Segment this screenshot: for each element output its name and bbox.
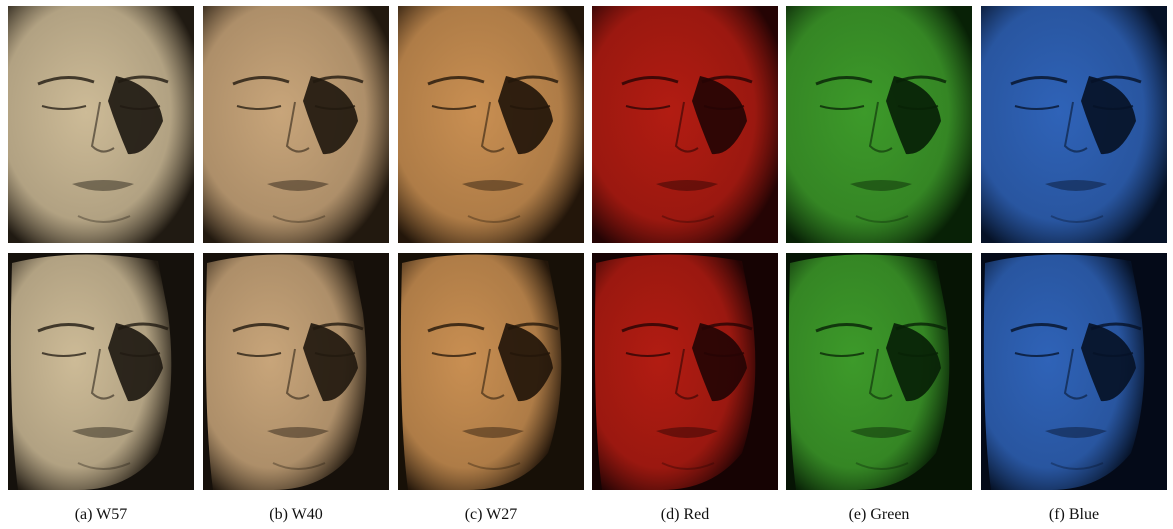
face-photo-a-top bbox=[8, 6, 194, 243]
caption-a: (a) W57 bbox=[74, 506, 128, 523]
face-photo-c-bottom bbox=[398, 253, 584, 490]
face-photo-a-bottom bbox=[8, 253, 194, 490]
caption-c: (c) W27 bbox=[464, 506, 518, 523]
face-photo-d-bottom bbox=[592, 253, 778, 490]
face-image-grid bbox=[8, 6, 1167, 490]
caption-f: (f) Blue bbox=[1048, 506, 1100, 523]
face-photo-d-top bbox=[592, 6, 778, 243]
face-photo-b-top bbox=[203, 6, 389, 243]
caption-d: (d) Red bbox=[660, 506, 710, 523]
face-photo-e-bottom bbox=[786, 253, 972, 490]
top-row bbox=[8, 6, 1167, 243]
face-photo-f-bottom bbox=[981, 253, 1167, 490]
face-photo-f-top bbox=[981, 6, 1167, 243]
bottom-row bbox=[8, 253, 1167, 490]
captions-row: (a) W57 (b) W40 (c) W27 (d) Red (e) Gree… bbox=[8, 505, 1167, 527]
face-photo-e-top bbox=[786, 6, 972, 243]
caption-b: (b) W40 bbox=[269, 506, 323, 523]
caption-e: (e) Green bbox=[848, 506, 910, 523]
face-photo-b-bottom bbox=[203, 253, 389, 490]
face-photo-c-top bbox=[398, 6, 584, 243]
